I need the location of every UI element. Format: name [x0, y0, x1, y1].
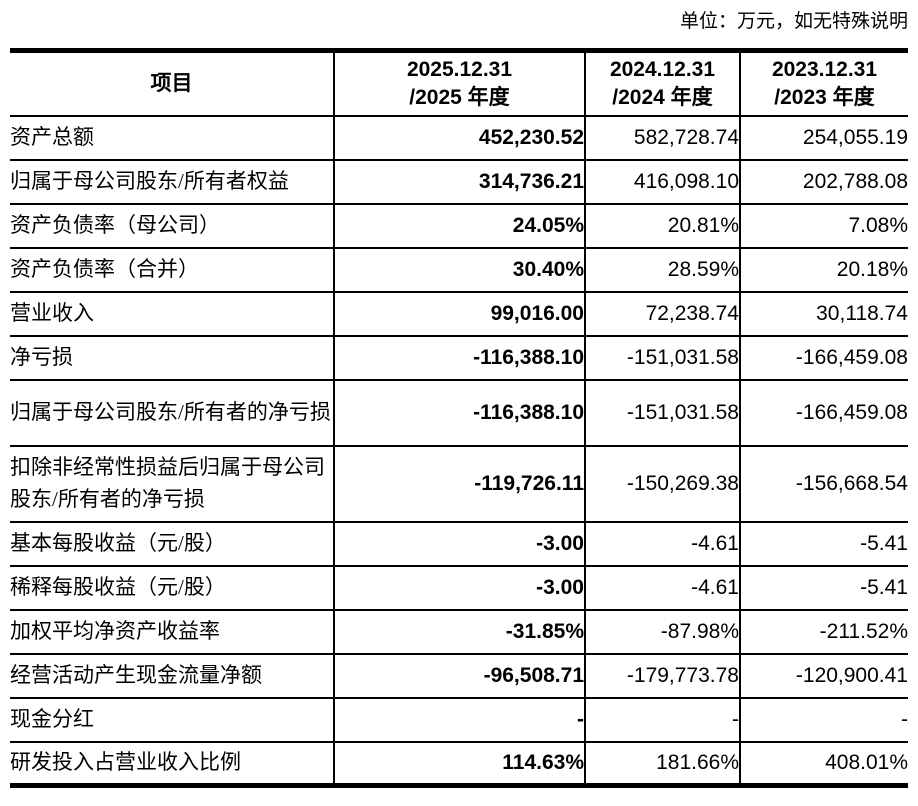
value-2023: -5.41 [739, 564, 908, 611]
value-2024: -87.98% [584, 608, 741, 655]
value-2023: 30,118.74 [739, 290, 908, 337]
row-label: 资产负债率（合并） [10, 246, 335, 293]
column-header-2025-line1: 2025.12.31 [406, 58, 513, 82]
value-2025: 99,016.00 [333, 290, 586, 337]
column-header-2023: 2023.12.31 /2023 年度 [739, 49, 908, 117]
row-label: 现金分红 [10, 696, 335, 743]
row-label: 经营活动产生现金流量净额 [10, 652, 335, 699]
column-header-2023-line2: /2023 年度 [774, 85, 875, 109]
row-label: 扣除非经常性损益后归属于母公司股东/所有者的净亏损 [10, 444, 335, 523]
value-2025: 114.63% [333, 740, 586, 787]
row-label: 加权平均净资产收益率 [10, 608, 335, 655]
value-2025: -31.85% [333, 608, 586, 655]
value-2023: -120,900.41 [739, 652, 908, 699]
value-2025: -116,388.10 [333, 378, 586, 447]
column-header-2024-line2: /2024 年度 [612, 85, 713, 109]
value-2025: 452,230.52 [333, 114, 586, 161]
table-row: 资产负债率（母公司） 24.05% 20.81% 7.08% [10, 202, 908, 249]
value-2024: - [584, 696, 741, 743]
value-2025: -116,388.10 [333, 334, 586, 381]
value-2023: 202,788.08 [739, 158, 908, 205]
row-label: 资产总额 [10, 114, 335, 161]
row-label: 净亏损 [10, 334, 335, 381]
financial-summary-table: 项目 2025.12.31 /2025 年度 2024.12.31 /2024 … [10, 48, 908, 788]
unit-note: 单位：万元，如无特殊说明 [679, 11, 908, 32]
value-2024: 181.66% [584, 740, 741, 787]
value-2023: -166,459.08 [739, 334, 908, 381]
value-2024: 416,098.10 [584, 158, 741, 205]
value-2025: -3.00 [333, 520, 586, 567]
value-2023: 7.08% [739, 202, 908, 249]
column-header-item: 项目 [10, 49, 335, 117]
value-2024: -179,773.78 [584, 652, 741, 699]
value-2024: 582,728.74 [584, 114, 741, 161]
column-header-2023-line1: 2023.12.31 [771, 58, 878, 82]
table-row: 营业收入 99,016.00 72,238.74 30,118.74 [10, 290, 908, 337]
table-row: 经营活动产生现金流量净额 -96,508.71 -179,773.78 -120… [10, 652, 908, 699]
column-header-2025-line2: /2025 年度 [409, 85, 510, 109]
value-2024: 28.59% [584, 246, 741, 293]
row-label: 稀释每股收益（元/股） [10, 564, 335, 611]
value-2025: - [333, 696, 586, 743]
value-2024: -4.61 [584, 564, 741, 611]
column-header-2025: 2025.12.31 /2025 年度 [333, 49, 586, 117]
value-2023: 254,055.19 [739, 114, 908, 161]
value-2024: -151,031.58 [584, 378, 741, 447]
table-row: 归属于母公司股东/所有者的净亏损 -116,388.10 -151,031.58… [10, 378, 908, 447]
value-2024: 72,238.74 [584, 290, 741, 337]
value-2025: -96,508.71 [333, 652, 586, 699]
column-header-2024: 2024.12.31 /2024 年度 [584, 49, 741, 117]
table-row: 资产总额 452,230.52 582,728.74 254,055.19 [10, 114, 908, 161]
table-row: 净亏损 -116,388.10 -151,031.58 -166,459.08 [10, 334, 908, 381]
value-2025: 314,736.21 [333, 158, 586, 205]
table-row: 基本每股收益（元/股） -3.00 -4.61 -5.41 [10, 520, 908, 567]
header-row: 项目 2025.12.31 /2025 年度 2024.12.31 /2024 … [10, 49, 908, 117]
table-row: 归属于母公司股东/所有者权益 314,736.21 416,098.10 202… [10, 158, 908, 205]
value-2023: -5.41 [739, 520, 908, 567]
value-2025: 24.05% [333, 202, 586, 249]
value-2024: -4.61 [584, 520, 741, 567]
row-label: 研发投入占营业收入比例 [10, 740, 335, 787]
table-row: 资产负债率（合并） 30.40% 28.59% 20.18% [10, 246, 908, 293]
column-header-2024-line1: 2024.12.31 [609, 58, 716, 82]
value-2024: -150,269.38 [584, 444, 741, 523]
table-row: 稀释每股收益（元/股） -3.00 -4.61 -5.41 [10, 564, 908, 611]
row-label: 基本每股收益（元/股） [10, 520, 335, 567]
value-2023: - [739, 696, 908, 743]
row-label: 资产负债率（母公司） [10, 202, 335, 249]
value-2024: -151,031.58 [584, 334, 741, 381]
row-label: 营业收入 [10, 290, 335, 337]
value-2023: 20.18% [739, 246, 908, 293]
table-row: 加权平均净资产收益率 -31.85% -87.98% -211.52% [10, 608, 908, 655]
value-2023: -156,668.54 [739, 444, 908, 523]
table-row: 现金分红 - - - [10, 696, 908, 743]
table-row: 研发投入占营业收入比例 114.63% 181.66% 408.01% [10, 740, 908, 787]
value-2025: -3.00 [333, 564, 586, 611]
value-2023: -211.52% [739, 608, 908, 655]
value-2025: -119,726.11 [333, 444, 586, 523]
value-2023: -166,459.08 [739, 378, 908, 447]
row-label: 归属于母公司股东/所有者的净亏损 [10, 378, 335, 447]
table-row: 扣除非经常性损益后归属于母公司股东/所有者的净亏损 -119,726.11 -1… [10, 444, 908, 523]
value-2025: 30.40% [333, 246, 586, 293]
value-2023: 408.01% [739, 740, 908, 787]
row-label: 归属于母公司股东/所有者权益 [10, 158, 335, 205]
value-2024: 20.81% [584, 202, 741, 249]
